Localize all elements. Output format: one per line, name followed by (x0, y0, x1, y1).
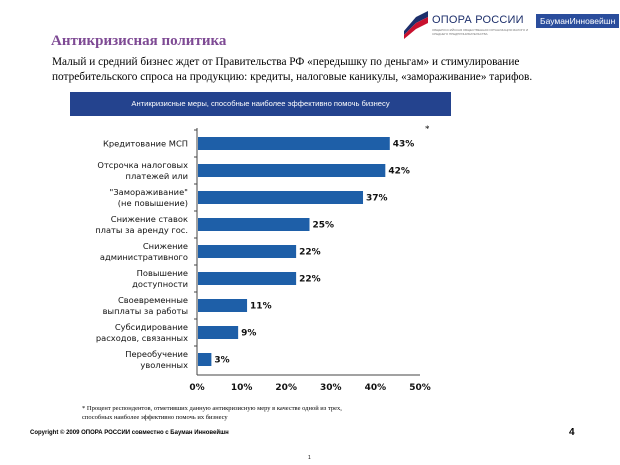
x-tick-label: 0% (189, 383, 204, 393)
category-label-2: Отсрочка налоговых (97, 160, 188, 170)
partner-badge: БауманИнновейшн (536, 14, 620, 28)
category-label-4: Снижение ставок (111, 214, 188, 224)
bar-5 (198, 245, 297, 258)
footnote: * Процент респондентов, отметивших данну… (82, 405, 342, 421)
bar-8 (198, 326, 239, 339)
data-label-5: 22% (299, 248, 321, 258)
data-label-1: 43% (393, 140, 415, 150)
logo (402, 9, 617, 41)
bar-1 (198, 137, 390, 150)
category-label-3: "Замораживание" (110, 187, 189, 197)
data-label-2: 42% (388, 167, 410, 177)
category-label-8: Субсидирование (115, 322, 188, 332)
category-label-5: Снижение (143, 241, 188, 251)
x-tick-label: 20% (275, 383, 297, 393)
page-number: 4 (569, 427, 575, 438)
slide-subtitle: Малый и средний бизнес ждет от Правитель… (52, 56, 533, 83)
copyright: Copyright © 2009 ОПОРА РОССИИ совместно … (30, 430, 229, 436)
x-tick-label: 10% (231, 383, 253, 393)
bar-2 (198, 164, 386, 177)
bar-7 (198, 299, 248, 312)
category-label-5: административного (100, 252, 188, 262)
category-label-6: доступности (132, 279, 188, 289)
data-label-7: 11% (250, 302, 272, 312)
flag-logo-icon (404, 11, 428, 39)
category-label-7: выплаты за работы (103, 306, 188, 316)
bar-4 (198, 218, 310, 231)
logo-name: ОПОРА РОССИИ (432, 14, 524, 26)
data-label-9: 3% (214, 356, 229, 366)
category-label-1: Кредитование МСП (103, 139, 188, 149)
category-label-8: расходов, связанных (96, 333, 188, 343)
category-label-2: платежей или (126, 171, 188, 181)
category-label-9: Переобучение (125, 349, 188, 359)
bottom-mark: 1 (308, 455, 311, 461)
chart-marker: * (425, 124, 430, 134)
x-tick-label: 30% (320, 383, 342, 393)
category-label-9: уволенных (140, 360, 188, 370)
logo-tagline: ОБЩЕРОССИЙСКАЯ ОБЩЕСТВЕННАЯ ОРГАНИЗАЦИЯ … (432, 28, 529, 36)
category-label-6: Повышение (137, 268, 188, 278)
bar-3 (198, 191, 364, 204)
x-tick-label: 40% (365, 383, 387, 393)
bar-9 (198, 353, 212, 366)
slide-title: Антикризисная политика (51, 33, 227, 49)
x-tick-label: 50% (409, 383, 431, 393)
chart-title: Антикризисные меры, способные наиболее э… (70, 92, 451, 116)
category-label-7: Своевременные (118, 295, 188, 305)
bar-6 (198, 272, 297, 285)
category-label-4: платы за аренду гос. (95, 225, 188, 235)
category-label-3: (не повышение) (118, 198, 188, 208)
data-label-6: 22% (299, 275, 321, 285)
data-label-3: 37% (366, 194, 388, 204)
data-label-8: 9% (241, 329, 256, 339)
data-label-4: 25% (313, 221, 335, 231)
